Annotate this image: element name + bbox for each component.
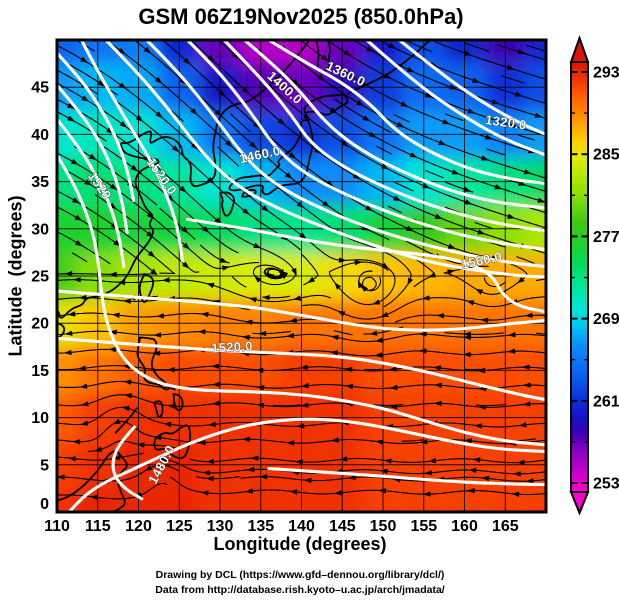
y-axis-label: Latitude (degrees) [5,195,26,357]
credit-line-data-source: Data from http://database.rish.kyoto–u.a… [155,584,445,596]
svg-text:269: 269 [593,311,619,328]
axis-tick-labels: 110 115 120 125 130 135 140 145 150 155 160 165 0 5 10… [31,80,519,535]
svg-text:0: 0 [40,496,49,513]
svg-text:145: 145 [329,518,356,535]
coastlines [57,40,432,512]
svg-text:165: 165 [492,518,519,535]
svg-text:110: 110 [44,518,70,535]
svg-text:140: 140 [288,518,315,535]
svg-text:155: 155 [410,518,437,535]
svg-text:25: 25 [31,269,49,286]
plot-frame [55,38,548,514]
svg-text:253: 253 [593,476,619,493]
svg-text:1520.0: 1520.0 [211,338,253,355]
svg-text:40: 40 [31,127,49,144]
svg-text:125: 125 [166,518,193,535]
figure-title: GSM 06Z19Nov2025 (850.0hPa) [138,4,464,29]
svg-text:20: 20 [31,316,49,333]
svg-text:30: 30 [31,221,49,238]
x-axis-label: Longitude (degrees) [213,534,387,554]
svg-text:285: 285 [593,147,619,164]
svg-text:277: 277 [593,229,619,246]
height-contours [57,40,546,512]
svg-text:45: 45 [31,80,49,97]
svg-text:135: 135 [247,518,274,535]
svg-text:293: 293 [593,65,619,82]
svg-text:261: 261 [593,393,619,410]
credit-line-dcl: Drawing by DCL (https://www.gfd–dennou.o… [155,569,445,581]
svg-text:120: 120 [125,518,152,535]
colorbar: 253 261 269 277 285 293 [569,35,619,516]
svg-text:35: 35 [31,174,49,191]
svg-text:5: 5 [40,457,49,474]
svg-text:115: 115 [85,518,111,535]
svg-text:10: 10 [31,410,49,427]
svg-text:1320.0: 1320.0 [484,112,527,133]
svg-text:15: 15 [31,363,49,380]
svg-text:160: 160 [451,518,478,535]
svg-text:150: 150 [370,518,397,535]
svg-text:130: 130 [207,518,234,535]
